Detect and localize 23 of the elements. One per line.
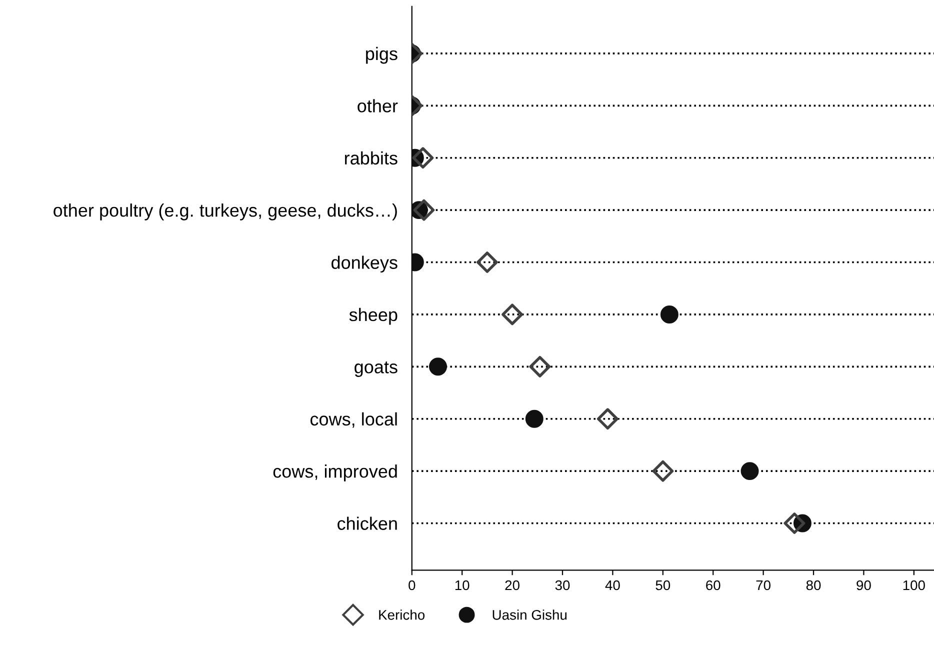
- x-tick-label: 60: [706, 580, 720, 590]
- y-tick-label: sheep: [349, 308, 398, 325]
- x-tick-label: 40: [605, 580, 620, 590]
- y-tick-label: other poultry (e.g. turkeys, geese, ducks…): [54, 204, 397, 220]
- y-tick-label: pigs: [366, 46, 398, 64]
- x-tick-label: 10: [455, 580, 470, 590]
- x-tick-label: 50: [656, 580, 670, 590]
- x-tick-label: 100: [903, 580, 925, 590]
- y-tick-label: chicken: [338, 516, 397, 530]
- x-tick-label: 90: [856, 580, 871, 590]
- y-tick-label: rabbits: [345, 151, 398, 165]
- y-tick-label: cows, local: [310, 412, 397, 428]
- y-tick-label: other: [358, 99, 398, 112]
- legend-label: Kericho: [379, 610, 425, 620]
- y-tick-label: cows, improved: [273, 464, 397, 482]
- x-tick-label: 30: [555, 580, 570, 590]
- legend-label: Uasin Gishu: [492, 610, 567, 620]
- x-tick-label: 80: [806, 580, 821, 590]
- x-tick-label: 70: [756, 580, 770, 590]
- x-tick-label: 0: [408, 580, 416, 590]
- y-tick-label: goats: [354, 362, 398, 377]
- y-tick-label: donkeys: [332, 256, 398, 273]
- x-tick-label: 20: [505, 580, 520, 590]
